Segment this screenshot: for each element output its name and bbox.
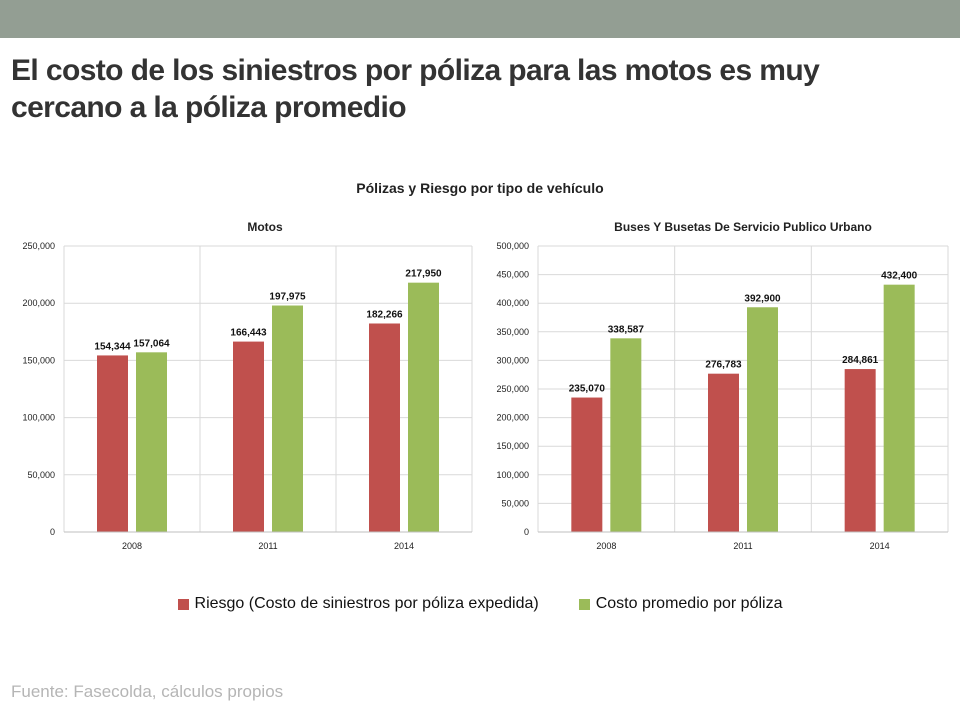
y-tick-label: 100,000	[22, 413, 55, 423]
y-tick-label: 50,000	[501, 498, 529, 508]
y-tick-label: 350,000	[496, 327, 529, 337]
bar	[844, 369, 876, 532]
y-tick-label: 100,000	[496, 470, 529, 480]
bar	[408, 282, 439, 532]
x-tick-label: 2011	[258, 541, 277, 551]
figure-title: Pólizas y Riesgo por tipo de vehículo	[356, 180, 604, 196]
data-label: 432,400	[881, 271, 918, 282]
y-tick-label: 250,000	[22, 241, 55, 251]
data-label: 154,344	[94, 341, 131, 352]
x-tick-label: 2014	[394, 541, 414, 551]
y-tick-label: 200,000	[22, 298, 55, 308]
data-label: 182,266	[366, 309, 403, 320]
y-tick-label: 50,000	[27, 470, 55, 480]
data-label: 392,900	[744, 293, 781, 304]
bar	[272, 305, 303, 532]
y-tick-label: 400,000	[496, 298, 529, 308]
x-tick-label: 2014	[870, 541, 890, 551]
legend-label-riesgo: Riesgo (Costo de siniestros por póliza e…	[194, 595, 539, 612]
legend: Riesgo (Costo de siniestros por póliza e…	[0, 595, 960, 613]
legend-label-costo: Costo promedio por póliza	[595, 595, 783, 612]
y-tick-label: 250,000	[496, 384, 529, 394]
source-note: Fuente: Fasecolda, cálculos propios	[11, 682, 284, 701]
legend-swatch-costo	[578, 598, 590, 610]
x-tick-label: 2008	[122, 541, 142, 551]
x-tick-label: 2011	[733, 541, 752, 551]
data-label: 276,783	[705, 360, 742, 371]
data-label: 166,443	[230, 328, 267, 339]
bar	[708, 373, 739, 532]
slide-title: El costo de los siniestros por póliza pa…	[11, 54, 820, 124]
bar	[883, 284, 915, 532]
y-tick-label: 300,000	[496, 355, 529, 365]
bar	[747, 307, 778, 532]
y-tick-label: 0	[50, 527, 55, 537]
data-label: 338,587	[608, 324, 645, 335]
data-label: 284,861	[842, 355, 879, 366]
bar	[233, 341, 264, 532]
data-label: 235,070	[569, 384, 606, 395]
x-tick-label: 2008	[596, 541, 616, 551]
panel-title-motos: Motos	[247, 220, 283, 234]
legend-item-costo: Costo promedio por póliza	[578, 595, 783, 613]
data-label: 217,950	[405, 269, 442, 280]
legend-swatch-riesgo	[177, 598, 189, 610]
y-tick-label: 0	[524, 527, 529, 537]
data-label: 157,064	[133, 338, 170, 349]
bar	[610, 338, 642, 532]
y-tick-label: 200,000	[496, 413, 529, 423]
header-band	[0, 0, 960, 38]
y-tick-label: 500,000	[496, 241, 529, 251]
y-tick-label: 450,000	[496, 270, 529, 280]
bar	[369, 323, 400, 532]
legend-item-riesgo: Riesgo (Costo de siniestros por póliza e…	[177, 595, 539, 613]
bar	[136, 352, 167, 532]
bar	[571, 397, 603, 532]
y-tick-label: 150,000	[496, 441, 529, 451]
data-label: 197,975	[269, 292, 306, 303]
panel-title-buses: Buses Y Busetas De Servicio Publico Urba…	[614, 220, 872, 234]
y-tick-label: 150,000	[22, 355, 55, 365]
bar	[97, 355, 128, 532]
